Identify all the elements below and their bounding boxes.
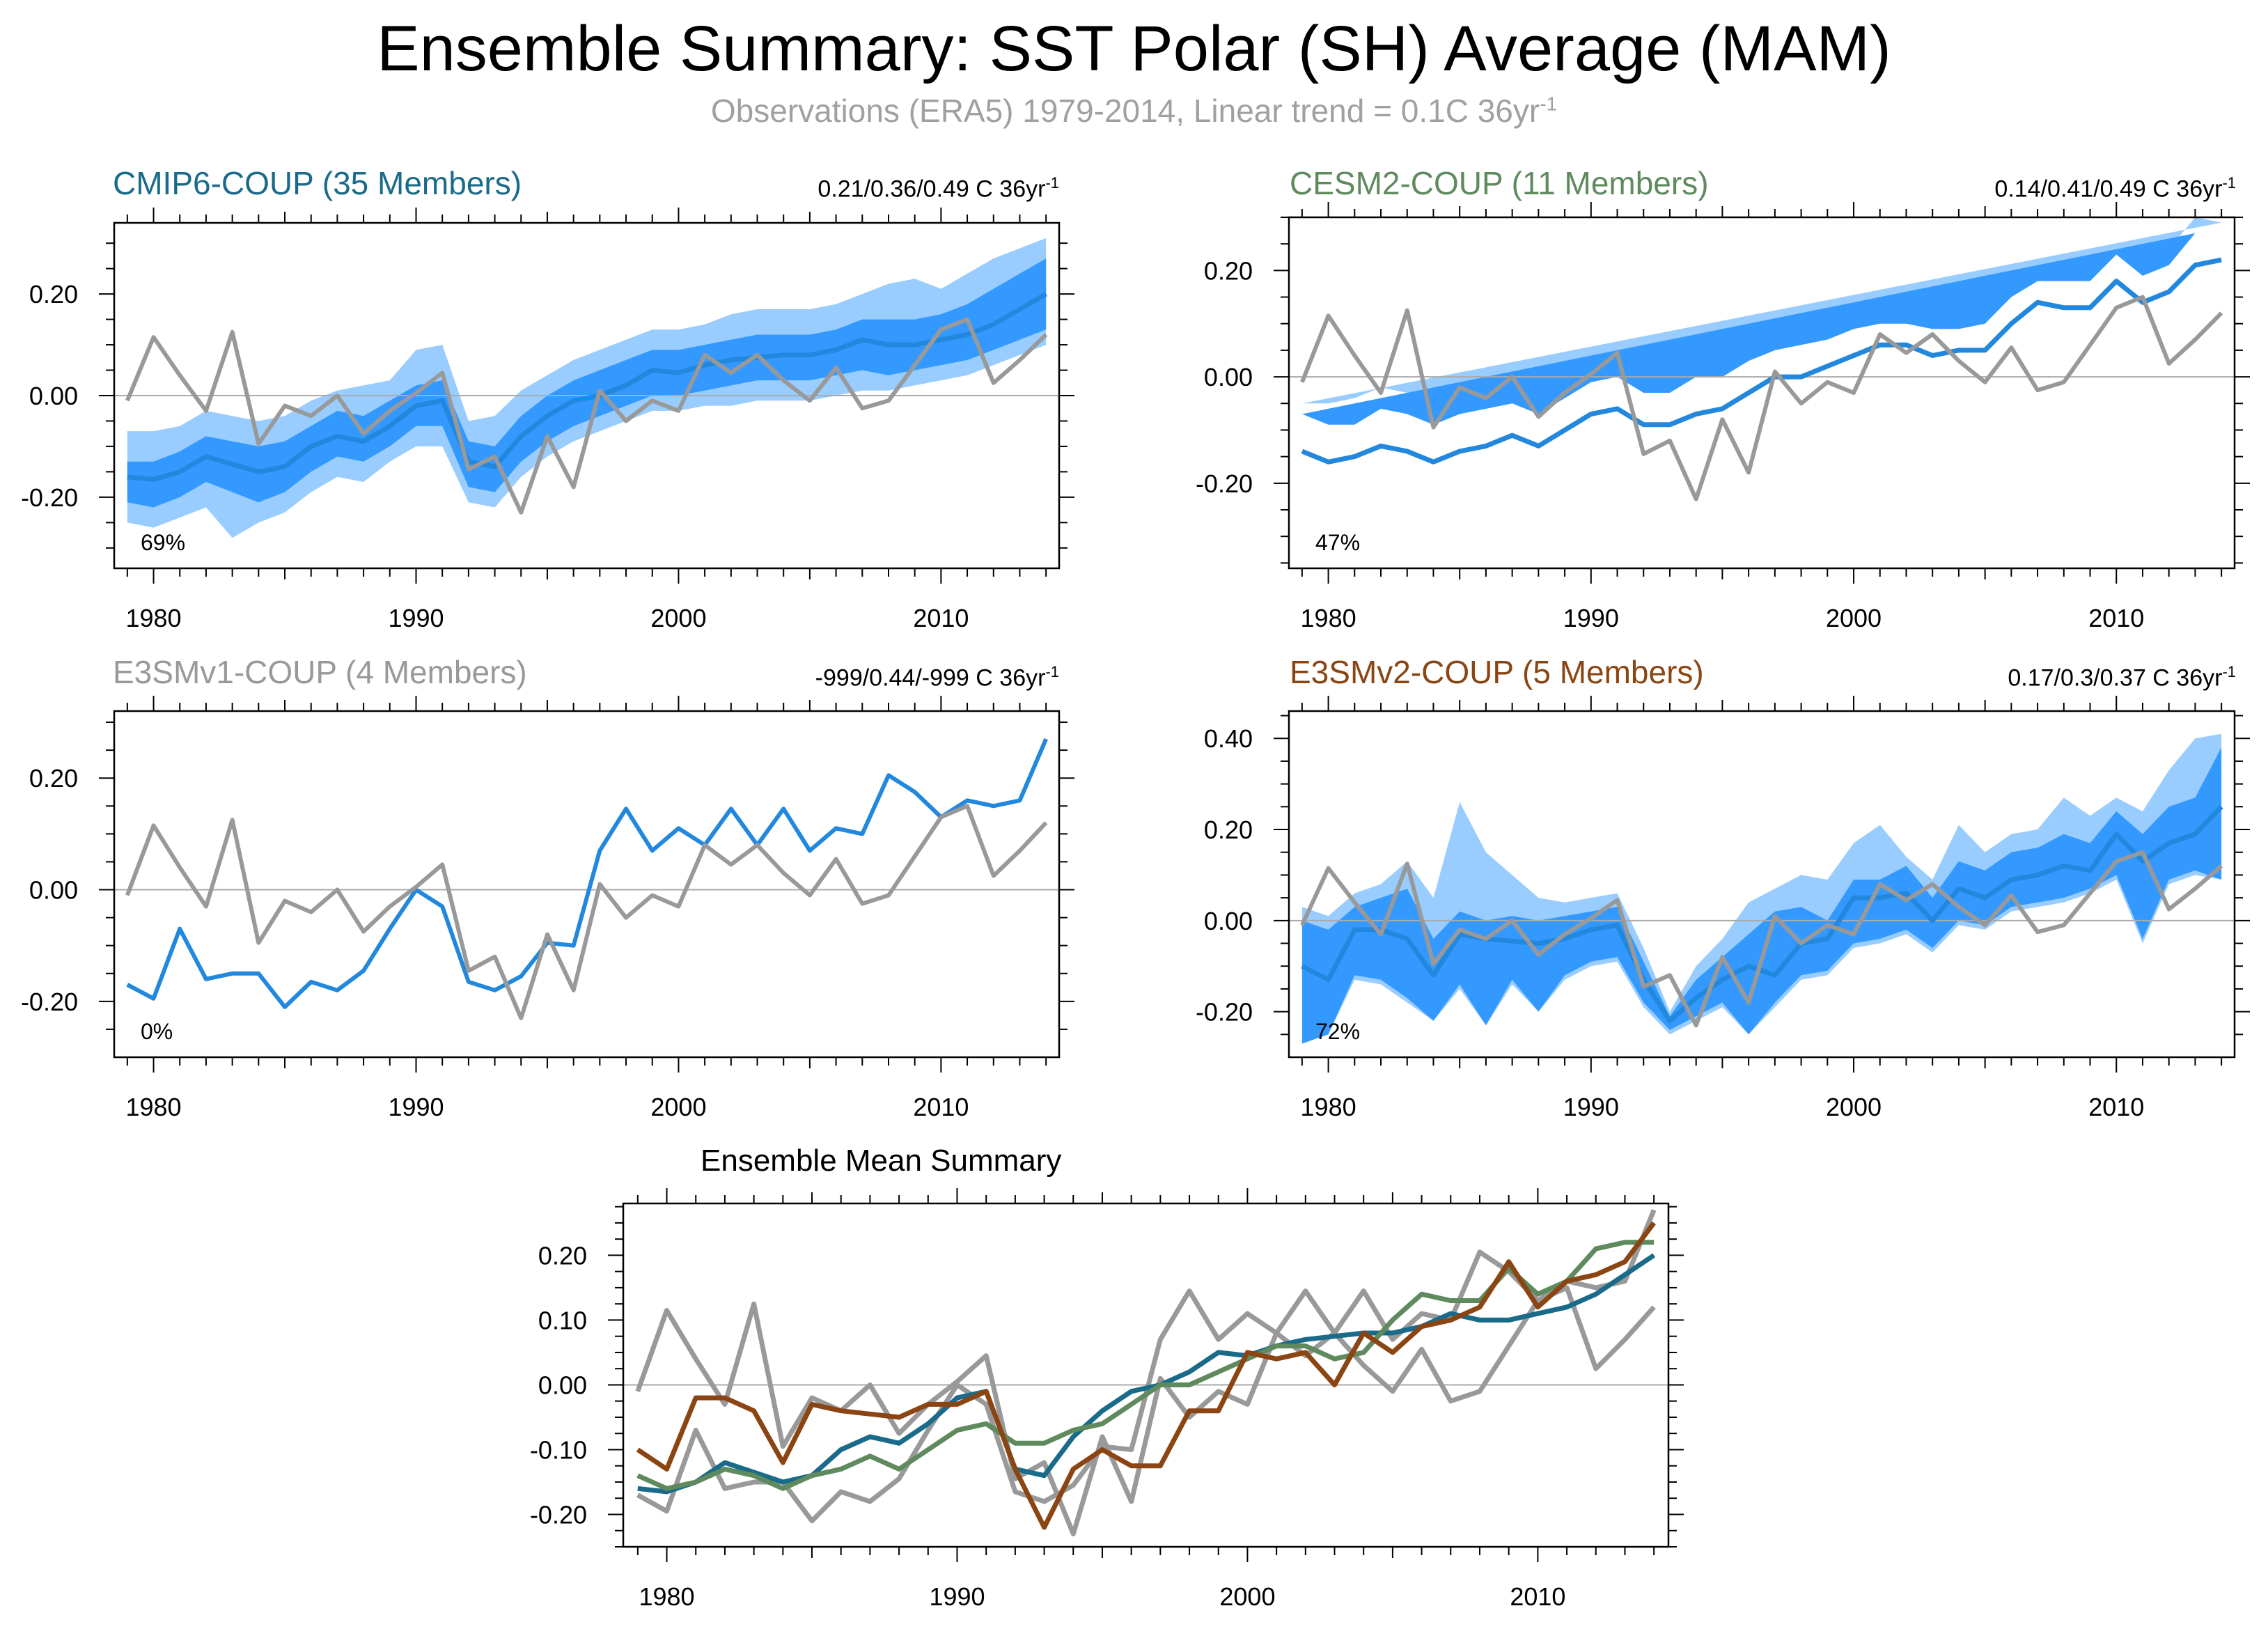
- x-tick-label: 1980: [125, 604, 181, 632]
- x-tick-label: 2010: [2088, 604, 2144, 632]
- y-axis: -0.20 0.00 0.20: [21, 722, 1074, 1030]
- inner-range-band: [1301, 747, 2222, 1044]
- y-tick-label: -0.20: [1196, 998, 1253, 1027]
- stat-text: 0.21/0.36/0.49 C 36yr: [818, 176, 1046, 203]
- x-tick-label: 2000: [650, 604, 706, 632]
- ensemble-mean-line: [1301, 804, 2223, 1024]
- x-tick-label: 2010: [913, 1093, 969, 1121]
- y-tick-label: 0.20: [1204, 256, 1253, 285]
- observations-line: [125, 804, 1048, 1020]
- x-tick-label: 2000: [1826, 604, 1882, 632]
- stat-text: 0.17/0.3/0.37 C 36yr: [2008, 664, 2223, 692]
- x-tick-label: 1990: [1563, 1093, 1619, 1121]
- stat-text: 0.14/0.41/0.49 C 36yr: [1994, 176, 2223, 203]
- x-tick-label: 1980: [1301, 1093, 1356, 1121]
- y-tick-label: 0.00: [538, 1371, 587, 1399]
- x-axis: 1980 1990 2000 2010: [1301, 202, 2223, 632]
- y-tick-label: -0.10: [530, 1435, 587, 1464]
- inner-range-band: [1301, 228, 2222, 425]
- inner-range-band: [127, 258, 1047, 508]
- x-axis: 1980 1990 2000 2010: [636, 1188, 1655, 1611]
- observations-line: [1300, 850, 2223, 1028]
- percent-label: 72%: [1315, 1019, 1360, 1044]
- panel-stat-cesm2: 0.14/0.41/0.49 C 36yr-1: [1994, 174, 2236, 203]
- chart-panel-mean: -0.20 -0.10 0.00 0.10 0.20 1980 1990 2000 2010: [530, 1188, 1684, 1611]
- panel-stat-e3smv2: 0.17/0.3/0.37 C 36yr-1: [2008, 663, 2236, 692]
- subtitle-text: Observations (ERA5) 1979-2014, Linear tr…: [710, 93, 1540, 129]
- y-tick-label: -0.20: [21, 988, 78, 1016]
- panel-stat-e3smv1: -999/0.44/-999 C 36yr-1: [815, 663, 1059, 692]
- plot-frame: [113, 710, 1061, 1059]
- y-tick-label: 0.40: [1204, 724, 1253, 753]
- x-tick-label: 2000: [1219, 1582, 1275, 1611]
- y-tick-label: 0.00: [29, 876, 78, 905]
- chart-panel-e3smv2: -0.20 0.00 0.20 0.40 1980 1990 2000 2010 72%: [1196, 696, 2250, 1121]
- x-tick-label: 1980: [1301, 604, 1356, 632]
- y-axis: -0.20 0.00 0.20: [1196, 217, 2250, 564]
- y-tick-label: 0.00: [1204, 363, 1253, 391]
- subtitle-superscript: -1: [1540, 93, 1558, 115]
- series-line-e3smv2: [636, 1221, 1657, 1530]
- chart-panel-cesm2: -0.20 0.00 0.20 1980 1990 2000 2010 47%: [1196, 202, 2250, 632]
- y-tick-label: -0.20: [21, 483, 78, 512]
- x-tick-label: 1980: [639, 1582, 694, 1611]
- series-line-obs: [635, 1285, 1656, 1536]
- y-tick-label: 0.20: [29, 764, 78, 793]
- y-axis: -0.20 0.00 0.20: [21, 242, 1074, 549]
- x-tick-label: 2000: [650, 1093, 706, 1121]
- panel-title-ensemble-mean: Ensemble Mean Summary: [701, 1144, 1062, 1178]
- stat-text: -999/0.44/-999 C 36yr: [815, 664, 1046, 692]
- series-line-cmip6: [637, 1253, 1656, 1495]
- x-tick-label: 1980: [125, 1093, 181, 1121]
- panel-title-cmip6: CMIP6-COUP (35 Members): [113, 165, 522, 201]
- stat-superscript: -1: [2222, 663, 2236, 680]
- x-axis: 1980 1990 2000 2010: [125, 696, 1047, 1121]
- panel-title-e3smv2: E3SMv2-COUP (5 Members): [1290, 654, 1704, 690]
- stat-superscript: -1: [1045, 174, 1059, 192]
- y-tick-label: 0.20: [538, 1241, 587, 1270]
- ensemble-mean-line: [126, 738, 1048, 1009]
- y-tick-label: -0.20: [1196, 469, 1253, 498]
- ensemble-mean-line: [127, 292, 1047, 482]
- y-tick-label: -0.20: [530, 1500, 587, 1529]
- stat-superscript: -1: [2222, 174, 2236, 192]
- ensemble-mean-line: [1301, 257, 2222, 465]
- plot-frame: [1288, 710, 2236, 1059]
- y-tick-label: 0.10: [538, 1306, 587, 1334]
- stat-superscript: -1: [1045, 663, 1059, 680]
- x-tick-label: 1990: [1563, 604, 1619, 632]
- percent-label: 69%: [141, 530, 185, 555]
- outer-range-band: [1301, 217, 2222, 404]
- x-tick-label: 1990: [388, 1093, 444, 1121]
- x-axis: 1980 1990 2000 2010: [125, 208, 1047, 632]
- series-line-e3smv1: [636, 1208, 1657, 1524]
- x-tick-label: 2000: [1826, 1093, 1882, 1121]
- chart-panel-cmip6: -0.20 0.00 0.20 1980 1990 2000 2010 69%: [21, 208, 1074, 632]
- y-tick-label: 0.00: [29, 382, 78, 410]
- chart-panel-e3smv1: -0.20 0.00 0.20 1980 1990 2000 2010 0%: [21, 696, 1074, 1121]
- x-tick-label: 2010: [2088, 1093, 2144, 1121]
- x-tick-label: 2010: [913, 604, 969, 632]
- main-title: Ensemble Summary: SST Polar (SH) Average…: [377, 13, 1891, 84]
- observations-line: [1300, 295, 2223, 501]
- subtitle: Observations (ERA5) 1979-2014, Linear tr…: [0, 92, 2268, 130]
- panel-title-cesm2: CESM2-COUP (11 Members): [1290, 165, 1709, 201]
- percent-label: 47%: [1315, 530, 1360, 555]
- percent-label: 0%: [141, 1019, 173, 1044]
- panel-stat-cmip6: 0.21/0.36/0.49 C 36yr-1: [818, 174, 1059, 203]
- x-tick-label: 1990: [929, 1582, 985, 1611]
- x-tick-label: 1990: [388, 604, 444, 632]
- plot-frame: [1288, 216, 2236, 570]
- y-tick-label: 0.20: [1204, 816, 1253, 844]
- y-tick-label: 0.20: [29, 280, 78, 309]
- x-axis: 1980 1990 2000 2010: [1301, 696, 2223, 1121]
- y-tick-label: 0.00: [1204, 907, 1253, 935]
- plot-frame: [622, 1202, 1670, 1548]
- y-axis: -0.20 -0.10 0.00 0.10 0.20: [530, 1206, 1684, 1548]
- x-tick-label: 2010: [1510, 1582, 1565, 1611]
- panel-title-e3smv1: E3SMv1-COUP (4 Members): [113, 654, 527, 690]
- observations-line: [125, 317, 1048, 515]
- y-axis: -0.20 0.00 0.20 0.40: [1196, 715, 2250, 1036]
